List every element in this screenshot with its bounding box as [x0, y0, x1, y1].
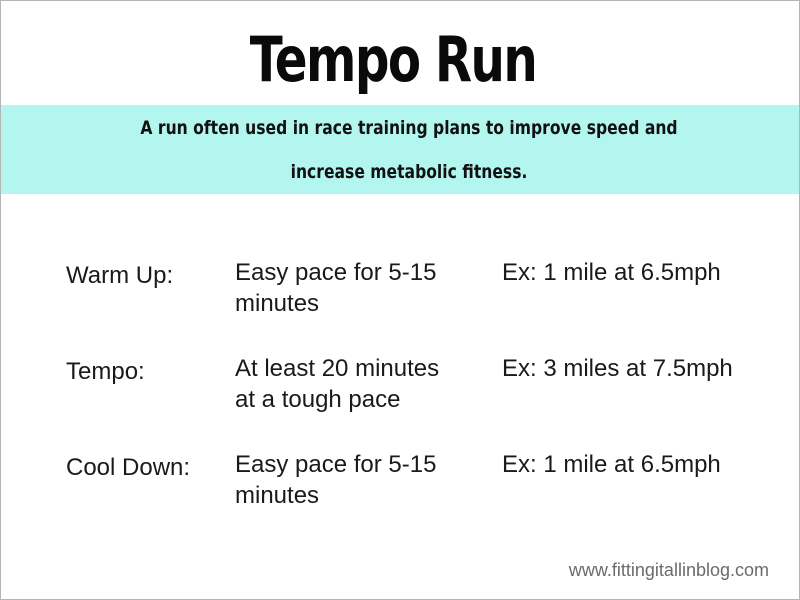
tempo-description: At least 20 minutes at a tough pace — [235, 353, 485, 415]
cool-down-description: Easy pace for 5-15 minutes — [235, 449, 485, 511]
cool-down-description-line-2: minutes — [235, 482, 320, 509]
cool-down-label: Cool Down: — [66, 454, 191, 481]
cool-down-example: Ex: 1 mile at 6.5mph — [502, 451, 721, 478]
tempo-example: Ex: 3 miles at 7.5mph — [502, 355, 733, 382]
warm-up-example: Ex: 1 mile at 6.5mph — [502, 259, 721, 286]
banner-text-line-1: A run often used in race training plans … — [140, 117, 678, 139]
warm-up-description: Easy pace for 5-15 minutes — [235, 257, 485, 319]
tempo-description-line-2: at a tough pace — [235, 386, 401, 413]
warm-up-description-line-2: minutes — [235, 290, 320, 317]
banner-text-line-2: increase metabolic fitness. — [290, 161, 528, 183]
warm-up-label: Warm Up: — [66, 262, 174, 289]
website-url: www.fittingitallinblog.com — [568, 560, 769, 580]
description-banner: A run often used in race training plans … — [1, 105, 799, 194]
warm-up-description-line-1: Easy pace for 5-15 — [235, 259, 437, 286]
page-title: Tempo Run — [249, 23, 538, 96]
cool-down-description-line-1: Easy pace for 5-15 — [235, 451, 437, 478]
tempo-label: Tempo: — [66, 358, 145, 385]
tempo-description-line-1: At least 20 minutes — [235, 355, 440, 382]
